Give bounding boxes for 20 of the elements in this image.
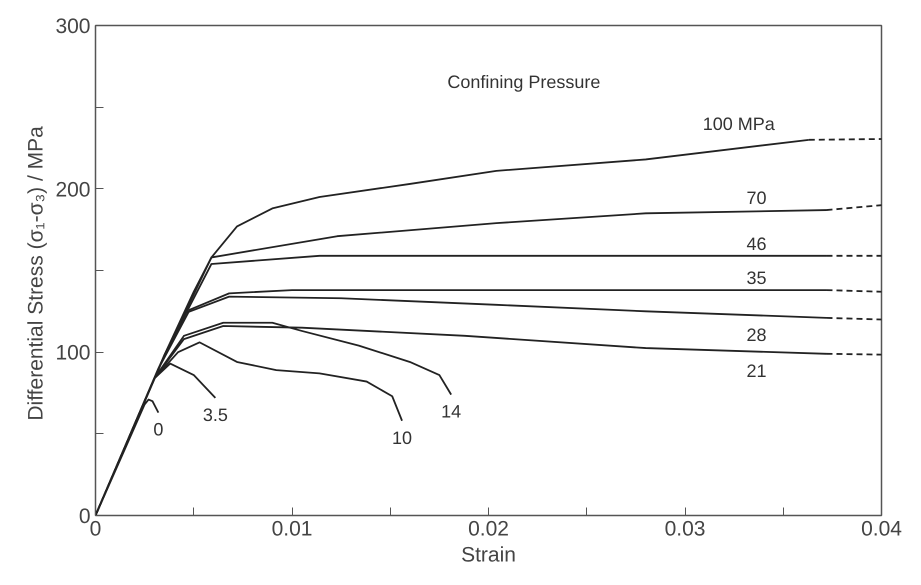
series-label: 3.5 xyxy=(202,404,228,425)
y-tick-label: 200 xyxy=(55,178,91,202)
x-tick-label: 0.01 xyxy=(272,518,312,540)
x-axis-title: Strain xyxy=(461,544,516,566)
series-label: 100 MPa xyxy=(702,114,776,134)
series-label: 35 xyxy=(746,268,766,288)
series-label: 0 xyxy=(153,420,164,440)
annotation: Confining Pressure xyxy=(447,72,600,92)
y-axis-title: Differential Stress (σ₁-σ₃) / MPa xyxy=(24,126,48,421)
series-label: 46 xyxy=(746,234,766,254)
x-tick-label: 0.03 xyxy=(664,518,706,540)
x-tick-label: 0.02 xyxy=(468,518,509,540)
series-label: 28 xyxy=(746,324,766,345)
series-label: 70 xyxy=(746,188,766,208)
y-tick-label: 300 xyxy=(55,15,91,38)
series-label: 21 xyxy=(746,360,766,381)
series-label: 14 xyxy=(441,402,462,422)
y-tick-label: 100 xyxy=(55,342,91,365)
series-label: 10 xyxy=(392,428,412,448)
x-tick-label: 0.04 xyxy=(861,518,902,540)
